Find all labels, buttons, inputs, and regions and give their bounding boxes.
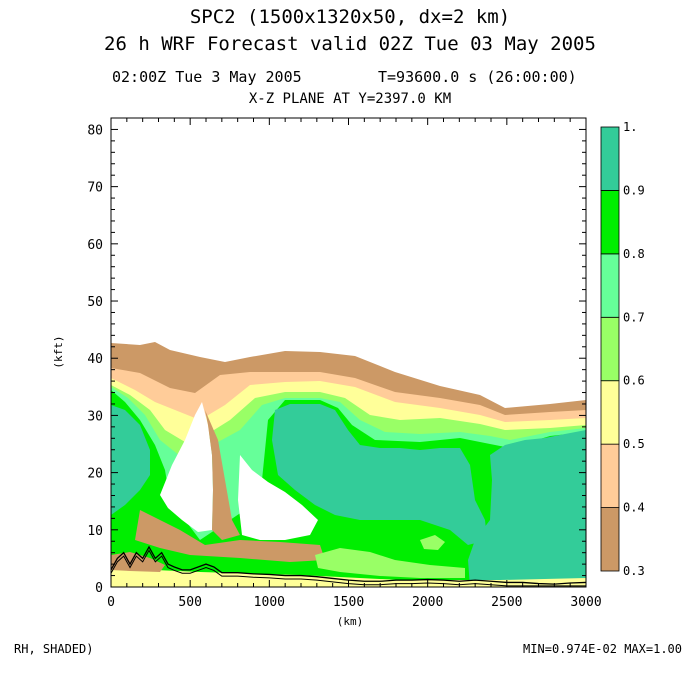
y-tick-label: 30 xyxy=(87,409,103,424)
colorbar-label: 0.3 xyxy=(623,564,645,578)
figure-title-line2: 26 h WRF Forecast valid 02Z Tue 03 May 2… xyxy=(104,33,596,55)
terrain-lines xyxy=(111,545,586,587)
colorbar-label: 0.9 xyxy=(623,183,645,197)
colorbar-swatch xyxy=(600,126,620,191)
y-tick-label: 40 xyxy=(87,352,103,367)
y-tick-label: 10 xyxy=(87,524,103,539)
colorbar-label: 1. xyxy=(623,120,637,134)
x-tick-label: 1500 xyxy=(333,595,364,610)
colorbar-swatch xyxy=(600,443,620,508)
x-tick-label: 3000 xyxy=(570,595,601,610)
y-tick-label: 50 xyxy=(87,295,103,310)
colorbar-swatch xyxy=(600,380,620,445)
x-tick-label: 2000 xyxy=(412,595,443,610)
y-axis: 0 10 20 30 40 50 60 70 80 xyxy=(87,117,586,596)
terrain-line-secondary xyxy=(111,549,586,587)
dry-region-central xyxy=(238,455,318,540)
plane-label: X-Z PLANE AT Y=2397.0 KM xyxy=(248,91,452,107)
model-time-label: T=93600.0 s (26:00:00) xyxy=(378,68,577,86)
colorbar-label: 0.5 xyxy=(623,437,645,451)
field-label: RH, SHADED) xyxy=(14,642,94,656)
rh-band-0.3-central xyxy=(205,410,240,540)
x-tick-label: 1000 xyxy=(254,595,285,610)
x-tick-label: 500 xyxy=(178,595,201,610)
rh-band-0.3-low xyxy=(135,510,325,562)
y-tick-label: 80 xyxy=(87,123,103,138)
colorbar-swatch xyxy=(600,316,620,382)
rh-band-0.9 xyxy=(111,404,586,587)
rh-shaded-field xyxy=(111,342,586,587)
min-max-label: MIN=0.974E-02 MAX=1.00 xyxy=(523,642,682,656)
y-tick-label: 0 xyxy=(95,581,103,596)
rh-band-0.6-small xyxy=(420,535,445,550)
rh-band-0.5-surface xyxy=(111,568,586,587)
colorbar-label: 0.6 xyxy=(623,374,645,388)
dry-region-west xyxy=(160,402,213,532)
y-tick-label: 20 xyxy=(87,467,103,482)
y-tick-label: 70 xyxy=(87,181,103,196)
colorbar-label: 0.8 xyxy=(623,247,645,261)
y-axis-label: (kft) xyxy=(52,335,65,368)
x-tick-label: 2500 xyxy=(491,595,522,610)
terrain-line-primary xyxy=(111,545,586,585)
colorbar-label: 0.4 xyxy=(623,501,645,515)
x-axis: 0 500 1000 1500 2000 2500 3000 xyxy=(107,118,602,610)
valid-time-label: 02:00Z Tue 3 May 2005 xyxy=(112,68,302,86)
x-tick-label: 0 xyxy=(107,595,115,610)
y-tick-label: 60 xyxy=(87,238,103,253)
colorbar-swatch xyxy=(600,190,620,255)
colorbar: 0.3 0.4 0.5 0.6 0.7 0.8 0.9 1. xyxy=(600,120,645,578)
figure-title-line1: SPC2 (1500x1320x50, dx=2 km) xyxy=(189,6,511,28)
rh-band-0.6-low xyxy=(315,548,465,578)
colorbar-label: 0.7 xyxy=(623,310,645,324)
x-axis-label: (km) xyxy=(337,615,364,628)
colorbar-swatch xyxy=(600,253,620,318)
colorbar-swatch xyxy=(600,507,620,572)
